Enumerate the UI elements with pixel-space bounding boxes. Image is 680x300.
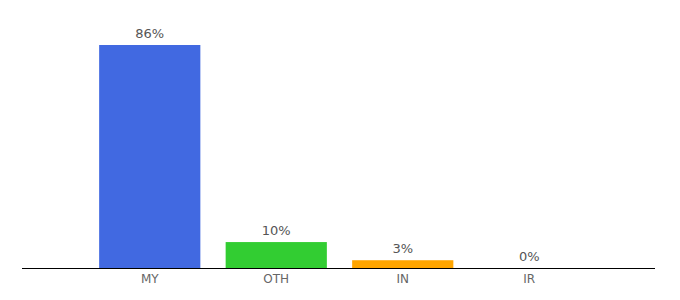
data-label: 86% bbox=[135, 26, 164, 41]
data-label: 3% bbox=[392, 241, 413, 256]
tick: IN bbox=[396, 268, 409, 286]
x-axis: MY OTH IN IR bbox=[22, 268, 655, 286]
data-label: 0% bbox=[519, 249, 540, 264]
tick: OTH bbox=[263, 268, 289, 286]
bar bbox=[479, 268, 580, 269]
tick-label: OTH bbox=[263, 272, 289, 286]
tick: MY bbox=[141, 268, 159, 286]
data-label: 10% bbox=[262, 223, 291, 238]
tick-label: MY bbox=[141, 272, 159, 286]
tick-label: IN bbox=[396, 272, 409, 286]
tick: IR bbox=[523, 268, 535, 286]
bar bbox=[99, 45, 200, 268]
data-labels: 86% 10% 3% 0% bbox=[135, 26, 539, 264]
bars bbox=[99, 45, 453, 268]
axis-line bbox=[22, 268, 655, 269]
bar bbox=[226, 242, 327, 268]
tick-label: IR bbox=[523, 272, 535, 286]
chart: 86% 10% 3% 0% MY OTH IN IR bbox=[0, 0, 680, 300]
bar bbox=[352, 260, 453, 268]
